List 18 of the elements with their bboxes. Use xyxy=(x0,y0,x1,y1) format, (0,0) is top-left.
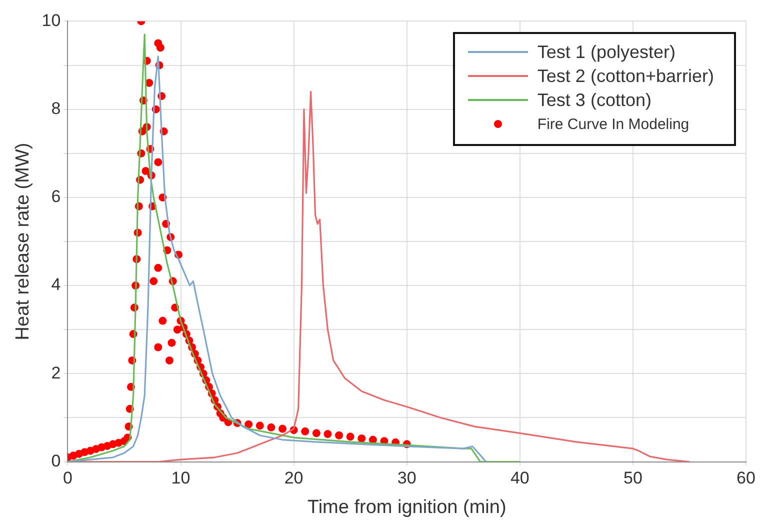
y-axis-title: Heat release rate (MW) xyxy=(12,142,34,340)
y-tick-label: 8 xyxy=(51,99,61,118)
y-tick-label: 2 xyxy=(51,363,61,382)
x-tick-label: 50 xyxy=(623,468,642,488)
legend-label: Test 3 (cotton) xyxy=(537,90,652,110)
legend-label: Test 1 (polyester) xyxy=(537,42,676,62)
y-tick-label: 10 xyxy=(42,10,61,30)
x-tick-label: 30 xyxy=(397,468,416,488)
x-tick-label: 60 xyxy=(736,468,756,488)
x-tick-label: 10 xyxy=(171,468,190,488)
x-axis-title: Time from ignition (min) xyxy=(307,496,506,518)
legend-label: Fire Curve In Modeling xyxy=(537,116,690,132)
legend-label: Test 2 (cotton+barrier) xyxy=(537,66,714,86)
y-tick-label: 4 xyxy=(51,275,61,294)
y-tick-label: 6 xyxy=(51,187,61,206)
x-tick-label: 20 xyxy=(284,468,304,488)
y-tick-label: 0 xyxy=(51,451,61,470)
x-tick-label: 40 xyxy=(510,468,530,488)
